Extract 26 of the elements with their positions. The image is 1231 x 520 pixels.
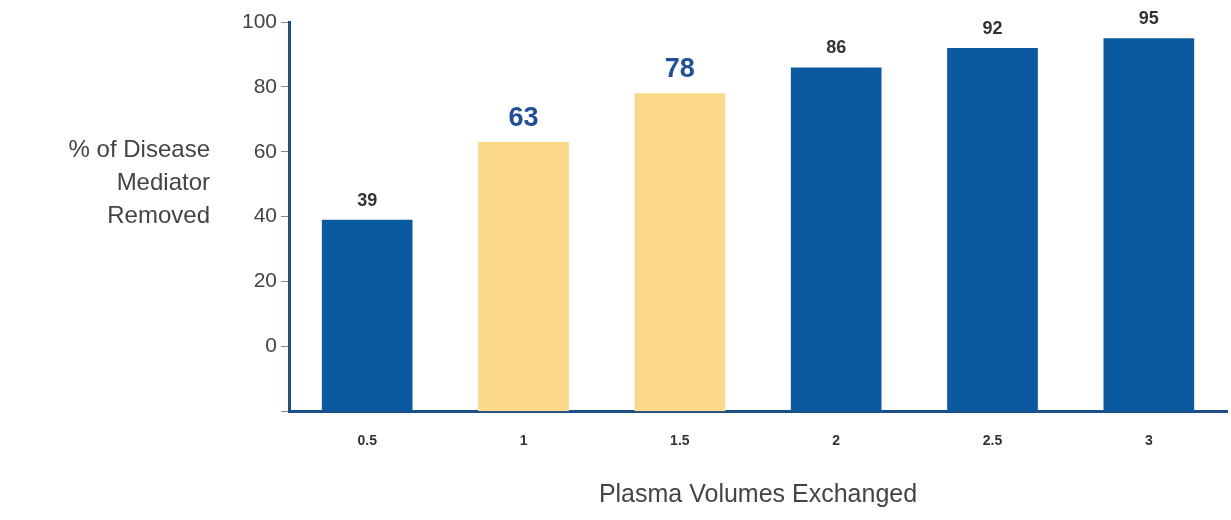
y-tick-label: 20	[253, 268, 278, 292]
y-tick-label: 0	[265, 333, 278, 357]
x-tick-label: 0.5	[357, 432, 378, 449]
x-tick-label: 1.5	[670, 432, 690, 449]
bar	[1103, 38, 1195, 412]
data-label: 95	[1138, 8, 1159, 29]
x-tick-label: 3	[1144, 432, 1153, 449]
x-tick-label: 2.5	[982, 432, 1003, 449]
y-tick-label: 40	[253, 203, 278, 227]
y-tick-label: 60	[253, 138, 278, 162]
data-label: 92	[982, 17, 1003, 38]
data-label: 39	[357, 189, 378, 210]
bar	[790, 67, 882, 412]
bar	[321, 219, 413, 412]
data-label: 78	[664, 53, 695, 84]
y-tick-label: 100	[241, 8, 278, 32]
bar	[478, 142, 569, 412]
y-axis-title: % of Disease Mediator Removed	[67, 134, 210, 230]
bar	[634, 93, 726, 412]
x-axis-title: Plasma Volumes Exchanged	[598, 478, 918, 507]
data-label: 63	[508, 101, 539, 132]
y-tick-label: 80	[253, 73, 278, 97]
bar	[947, 47, 1038, 412]
data-label: 86	[826, 37, 847, 58]
x-tick-label: 2	[832, 432, 841, 449]
x-tick-label: 1	[519, 432, 528, 449]
